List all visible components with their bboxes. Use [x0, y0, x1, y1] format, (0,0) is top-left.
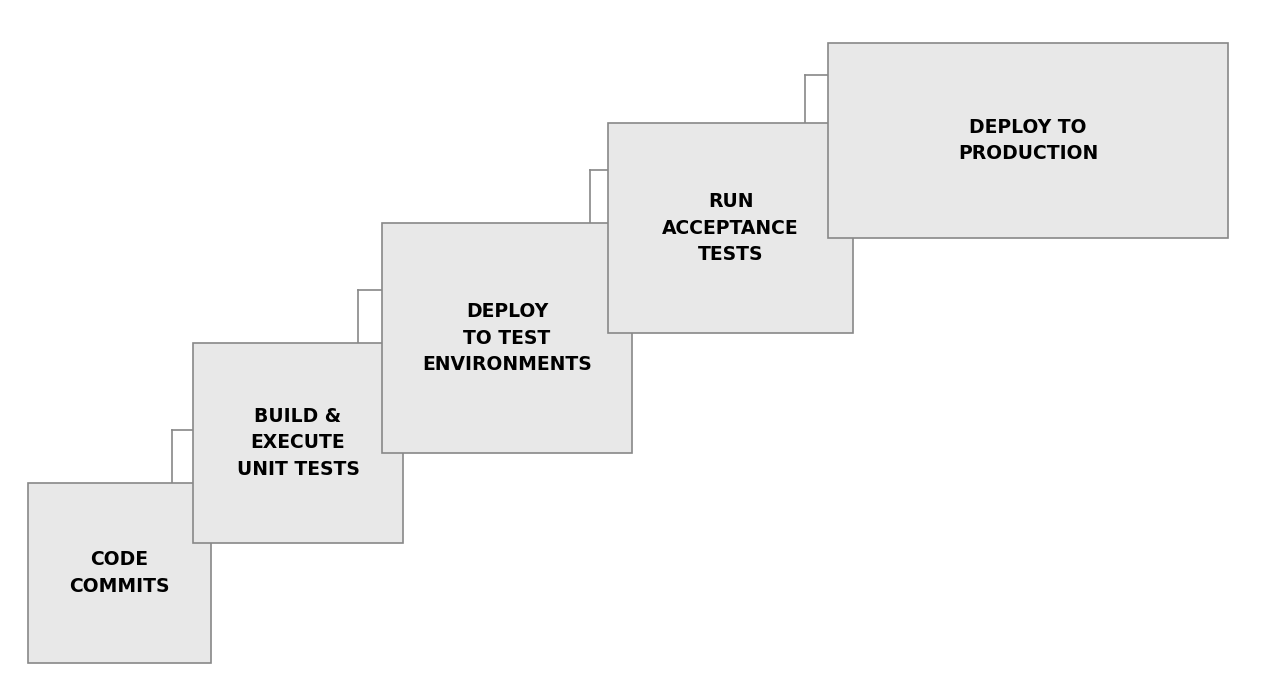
- Text: BUILD &
EXECUTE
UNIT TESTS: BUILD & EXECUTE UNIT TESTS: [237, 407, 359, 479]
- Text: DEPLOY TO
PRODUCTION: DEPLOY TO PRODUCTION: [957, 117, 1098, 163]
- Bar: [607, 123, 853, 333]
- Text: CODE
COMMITS: CODE COMMITS: [70, 550, 170, 596]
- Bar: [828, 43, 1227, 238]
- Bar: [193, 343, 403, 543]
- Text: DEPLOY
TO TEST
ENVIRONMENTS: DEPLOY TO TEST ENVIRONMENTS: [422, 302, 592, 374]
- Text: RUN
ACCEPTANCE
TESTS: RUN ACCEPTANCE TESTS: [662, 192, 799, 264]
- Bar: [382, 223, 631, 453]
- Bar: [28, 483, 210, 663]
